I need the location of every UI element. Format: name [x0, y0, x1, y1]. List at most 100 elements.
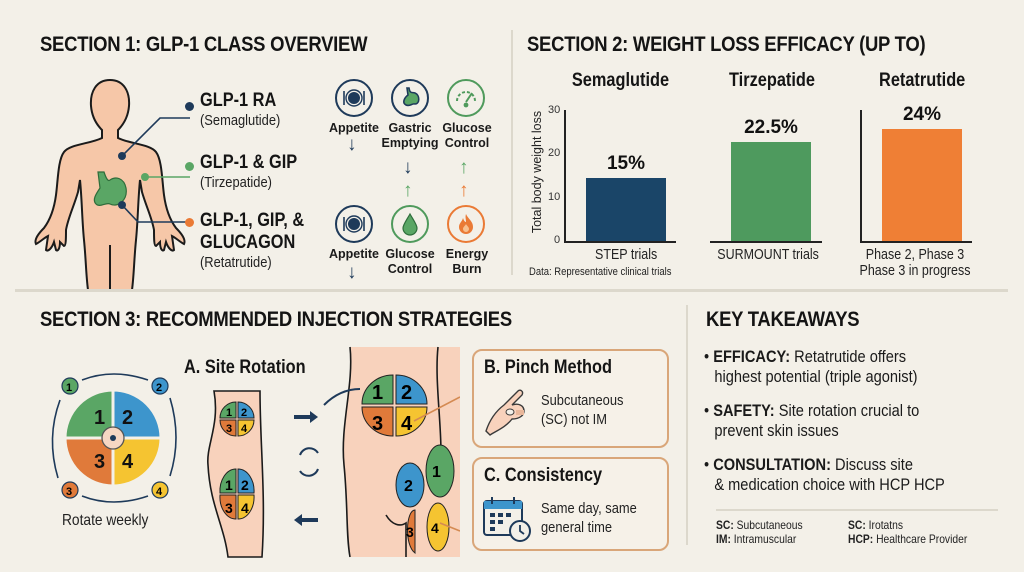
svg-text:4: 4 [241, 500, 249, 516]
divider [15, 289, 1008, 292]
drug-class-name: GLP-1 RA [200, 90, 277, 111]
bar-value-label: 15% [606, 153, 646, 174]
stomach-icon [391, 79, 429, 117]
semaglutide-marker-dot [185, 102, 194, 111]
svg-text:2: 2 [241, 407, 247, 419]
chart-category-label: Semaglutide [571, 70, 669, 91]
effect-label: Appetite [329, 121, 379, 135]
effect-label: Glucose Control [385, 247, 435, 276]
trial-label: Phase 2, Phase 3 Phase 3 in progress [859, 247, 971, 279]
pinch-method-title: B. Pinch Method [484, 357, 612, 378]
svg-text:1: 1 [432, 464, 441, 481]
y-tick: 10 [548, 191, 561, 203]
drug-class-name: GLP-1, GIP, & [200, 210, 305, 231]
consistency-title: C. Consistency [484, 465, 603, 486]
svg-text:4: 4 [122, 451, 134, 473]
takeaway-item-safety: • SAFETY: Site rotation crucial to preve… [704, 401, 920, 440]
chart-category-label: Tirzepatide [729, 70, 815, 91]
takeaway-item-efficacy: • EFFICACY: Retatrutide offers highest p… [704, 347, 918, 386]
effect-label: Gastric Emptying [381, 121, 439, 150]
svg-text:2: 2 [404, 478, 413, 495]
svg-text:4: 4 [401, 413, 413, 435]
y-tick: 30 [548, 104, 561, 116]
section-3-title: SECTION 3: RECOMMENDED INJECTION STRATEG… [40, 308, 512, 331]
consistency-card: C. Consistency Same day, same general ti… [472, 457, 669, 551]
drug-class-name: GLP-1 & GIP [200, 152, 298, 173]
svg-text:3: 3 [372, 413, 383, 435]
effect-label: Energy Burn [445, 247, 489, 276]
svg-text:4: 4 [156, 486, 163, 498]
abbreviation-list: SC: Subcutaneous IM: Intramuscular [716, 518, 803, 546]
pinch-hand-icon [485, 389, 525, 436]
droplet-icon [391, 205, 429, 243]
bar-semaglutide [586, 178, 666, 241]
abbreviation-list: SC: Irotatns HCP: Healthcare Provider [848, 518, 968, 546]
bar-value-label: 24% [902, 104, 942, 125]
consistency-description: Same day, same general time [541, 500, 637, 536]
y-axis [860, 110, 862, 242]
svg-text:2: 2 [122, 407, 133, 429]
drug-tirzepatide: GLP-1 & GIP (Tirzepatide) [200, 152, 313, 191]
svg-text:1: 1 [94, 407, 105, 429]
arrow-down-icon: ↓ [347, 134, 357, 155]
svg-text:1: 1 [226, 407, 232, 419]
pinch-description: Subcutaneous (SC) not IM [541, 392, 624, 428]
x-axis [860, 241, 972, 243]
drug-generic-name: (Semaglutide) [200, 112, 281, 129]
y-tick: 0 [554, 234, 561, 246]
bar-value-label: 22.5% [744, 117, 798, 138]
tirzepatide-marker-dot [185, 162, 194, 171]
drug-retatrutide: GLP-1, GIP, & GLUCAGON (Retatrutide) [200, 210, 321, 272]
bar-tirzepatide [731, 142, 811, 241]
svg-text:3: 3 [226, 423, 232, 435]
arrow-up-icon: ↑ [403, 180, 413, 201]
effect-label: Glucose Control [442, 121, 492, 150]
plate-icon [335, 205, 373, 243]
svg-text:3: 3 [406, 524, 414, 540]
trial-label: STEP trials [594, 247, 658, 263]
arrow-down-icon: ↓ [403, 157, 413, 178]
y-axis-label: Total body weight loss [530, 110, 544, 234]
arrow-up-icon: ↑ [459, 157, 469, 178]
arrow-down-icon: ↓ [347, 262, 357, 283]
svg-text:2: 2 [241, 477, 249, 493]
divider [686, 305, 688, 545]
x-axis [564, 241, 676, 243]
svg-text:3: 3 [66, 486, 72, 498]
divider [716, 509, 998, 511]
svg-text:1: 1 [66, 382, 72, 394]
drug-generic-name: (Retatrutide) [200, 254, 272, 271]
human-body-icon [34, 78, 190, 290]
svg-text:4: 4 [241, 423, 248, 435]
chart-category-label: Retatrutide [878, 70, 966, 91]
source-note: Data: Representative clinical trials [529, 266, 672, 278]
key-takeaways-title: KEY TAKEAWAYS [706, 308, 860, 331]
y-axis [564, 110, 566, 242]
trial-label: SURMOUNT trials [717, 247, 819, 263]
plate-icon [335, 79, 373, 117]
divider [511, 30, 513, 275]
rotation-wheel-icon: 1 2 3 4 1 2 3 4 [51, 373, 177, 503]
svg-text:3: 3 [225, 500, 233, 516]
flame-icon [447, 205, 485, 243]
svg-text:2: 2 [156, 382, 162, 394]
svg-text:1: 1 [372, 382, 383, 404]
svg-text:3: 3 [94, 451, 105, 473]
x-axis [710, 241, 822, 243]
bar-retatrutide [882, 129, 962, 241]
site-rotation-title: A. Site Rotation [184, 357, 306, 378]
arrow-up-icon: ↑ [459, 180, 469, 201]
drug-semaglutide: GLP-1 RA (Semaglutide) [200, 90, 293, 129]
svg-text:4: 4 [431, 520, 439, 536]
rotate-weekly-label: Rotate weekly [62, 512, 149, 529]
injection-sites-diagram: 1 2 3 4 1 2 3 4 1 2 3 4 [207, 346, 460, 558]
drug-generic-name: (Tirzepatide) [200, 174, 272, 191]
svg-text:1: 1 [225, 477, 233, 493]
retatrutide-marker-dot [185, 218, 194, 227]
effect-label: Appetite [329, 247, 379, 261]
pinch-method-card: B. Pinch Method Subcutaneous (SC) not IM [472, 349, 669, 448]
takeaway-item-consultation: • CONSULTATION: Discuss site & medicatio… [704, 455, 945, 494]
y-tick: 20 [548, 147, 561, 159]
section-1-title: SECTION 1: GLP-1 CLASS OVERVIEW [40, 33, 368, 56]
gauge-icon [447, 79, 485, 117]
